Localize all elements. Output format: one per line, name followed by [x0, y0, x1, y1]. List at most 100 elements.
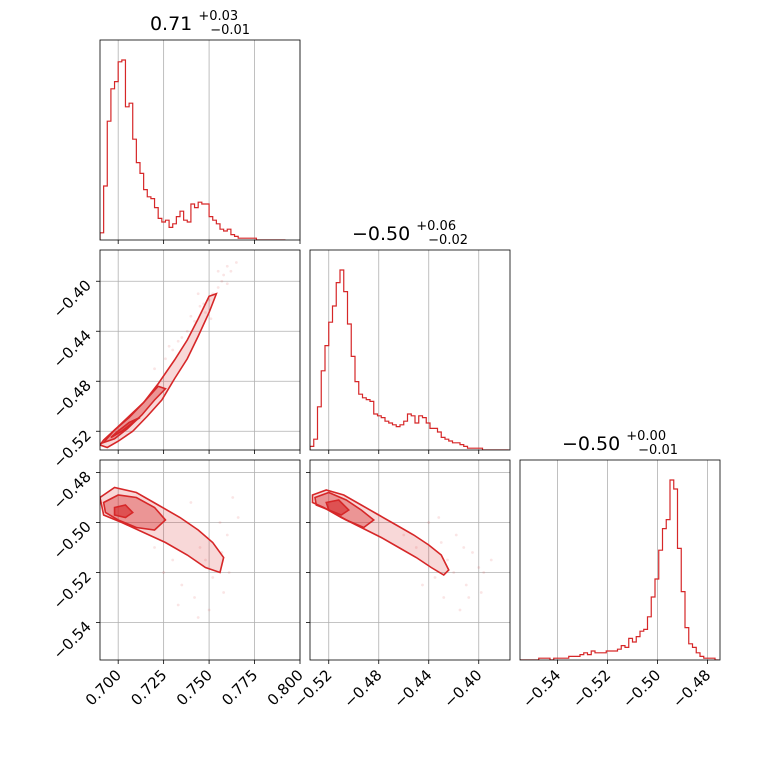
sample-point — [167, 344, 171, 348]
contour-line-inner — [113, 504, 134, 519]
hist-step-1 — [310, 269, 509, 450]
panel-hist-2-grid — [557, 460, 708, 660]
sample-point — [216, 286, 220, 289]
y-tick-label: −0.52 — [50, 426, 95, 471]
sample-point — [454, 533, 458, 537]
sample-point — [467, 596, 471, 599]
sample-point — [471, 551, 474, 554]
sample-point — [225, 533, 229, 537]
sample-point — [442, 596, 446, 599]
y-tick-label: −0.44 — [50, 326, 95, 371]
sample-point — [236, 516, 240, 519]
sample-point — [234, 261, 238, 264]
panel-hist-1-grid — [328, 250, 480, 450]
sample-point — [414, 546, 418, 549]
sample-point — [229, 269, 233, 273]
panel-hist-1-frame — [309, 249, 511, 451]
panel-hist-2-ticks: −0.54 −0.52 −0.50 −0.48 — [519, 660, 714, 711]
x-tick-label: −0.54 — [519, 666, 564, 711]
sample-point — [421, 583, 424, 587]
sample-point — [162, 571, 166, 574]
sample-point — [204, 311, 207, 314]
sample-point — [176, 339, 180, 343]
panel-hist-0-ticks — [117, 240, 301, 244]
y-tick-label: −0.50 — [50, 518, 95, 563]
contour-line-outer — [100, 292, 218, 449]
sample-point — [164, 357, 167, 361]
sample-point — [225, 264, 229, 268]
y-tick-label: −0.40 — [50, 276, 95, 321]
sample-point — [211, 576, 215, 579]
panel-2d-2-0-ticks: 0.700 0.725 0.750 0.775 0.800−0.54−0.52−0.50… — [50, 468, 307, 710]
sample-point — [198, 546, 202, 549]
sample-point — [171, 348, 175, 352]
x-tick-label: −0.48 — [340, 666, 385, 711]
panel-hist-0-frame — [99, 39, 301, 241]
panel-2d-2-0-plot — [100, 486, 240, 619]
sample-point — [207, 608, 211, 612]
hist-title-1: −0.50 +0.06 −0.02 — [352, 213, 468, 248]
hist-step-0 — [100, 59, 286, 240]
panel-hist-0-plot — [100, 59, 286, 240]
panel-hist-1-plot — [310, 269, 509, 450]
sample-point — [180, 336, 184, 339]
sample-point — [462, 546, 466, 549]
contour-line-inner — [110, 416, 141, 439]
panel-hist-1-ticks — [328, 450, 480, 454]
sample-point — [176, 603, 180, 607]
panel-2d-2-1-frame — [309, 459, 511, 661]
sample-point — [437, 516, 441, 519]
contour-fill-outer — [100, 293, 217, 448]
sample-point — [153, 546, 156, 549]
x-tick-label: 0.750 — [173, 666, 216, 709]
panel-2d-2-1: −0.52 −0.48 −0.44 −0.40 — [290, 459, 511, 711]
panel-hist-2-plot — [520, 479, 719, 660]
y-tick-label: −0.48 — [50, 376, 95, 421]
sample-point — [402, 533, 406, 537]
sample-point — [222, 273, 226, 277]
sample-point — [446, 558, 449, 562]
sample-point — [198, 304, 202, 308]
contour-fill-middle — [103, 386, 166, 443]
contour-line-inner — [325, 499, 351, 516]
sample-point — [185, 329, 189, 333]
sample-point — [227, 571, 231, 574]
y-tick-label: −0.54 — [50, 618, 95, 663]
sample-point — [153, 367, 156, 371]
contour-fill-outer — [100, 487, 224, 573]
panel-hist-2: −0.54 −0.52 −0.50 −0.48 — [519, 459, 721, 711]
contour-line-outer — [100, 486, 225, 574]
x-tick-label: 0.775 — [218, 666, 261, 709]
sample-point — [189, 314, 193, 318]
sample-point — [482, 571, 486, 574]
sample-point — [225, 282, 229, 286]
contour-fill-middle — [103, 495, 166, 530]
panel-2d-1-0: −0.52 −0.48 −0.44 −0.40 — [50, 249, 301, 472]
sample-point — [196, 292, 200, 296]
sample-point — [216, 269, 220, 273]
panel-hist-0 — [99, 39, 301, 244]
sample-point — [209, 317, 213, 321]
panel-2d-2-1-ticks: −0.52 −0.48 −0.44 −0.40 — [290, 472, 486, 711]
sample-point — [427, 521, 431, 524]
panel-2d-2-1-plot — [311, 489, 493, 612]
sample-point — [171, 558, 175, 562]
sample-point — [479, 591, 483, 594]
sample-point — [189, 501, 193, 504]
sample-point — [222, 591, 226, 594]
sample-point — [193, 596, 196, 599]
hist-step-2 — [520, 479, 719, 660]
sample-point — [180, 583, 184, 587]
x-tick-label: −0.48 — [669, 666, 714, 711]
x-tick-label: −0.40 — [440, 666, 485, 711]
sample-point — [231, 496, 235, 499]
sample-point — [489, 558, 493, 562]
panel-2d-1-0-frame — [99, 249, 301, 451]
hist-title-2: −0.50 +0.00 −0.01 — [562, 423, 678, 458]
sample-point — [193, 319, 196, 323]
sample-point — [196, 616, 200, 619]
panel-hist-1 — [309, 249, 511, 454]
panel-2d-2-1-grid — [310, 460, 510, 660]
sample-point — [452, 571, 456, 574]
